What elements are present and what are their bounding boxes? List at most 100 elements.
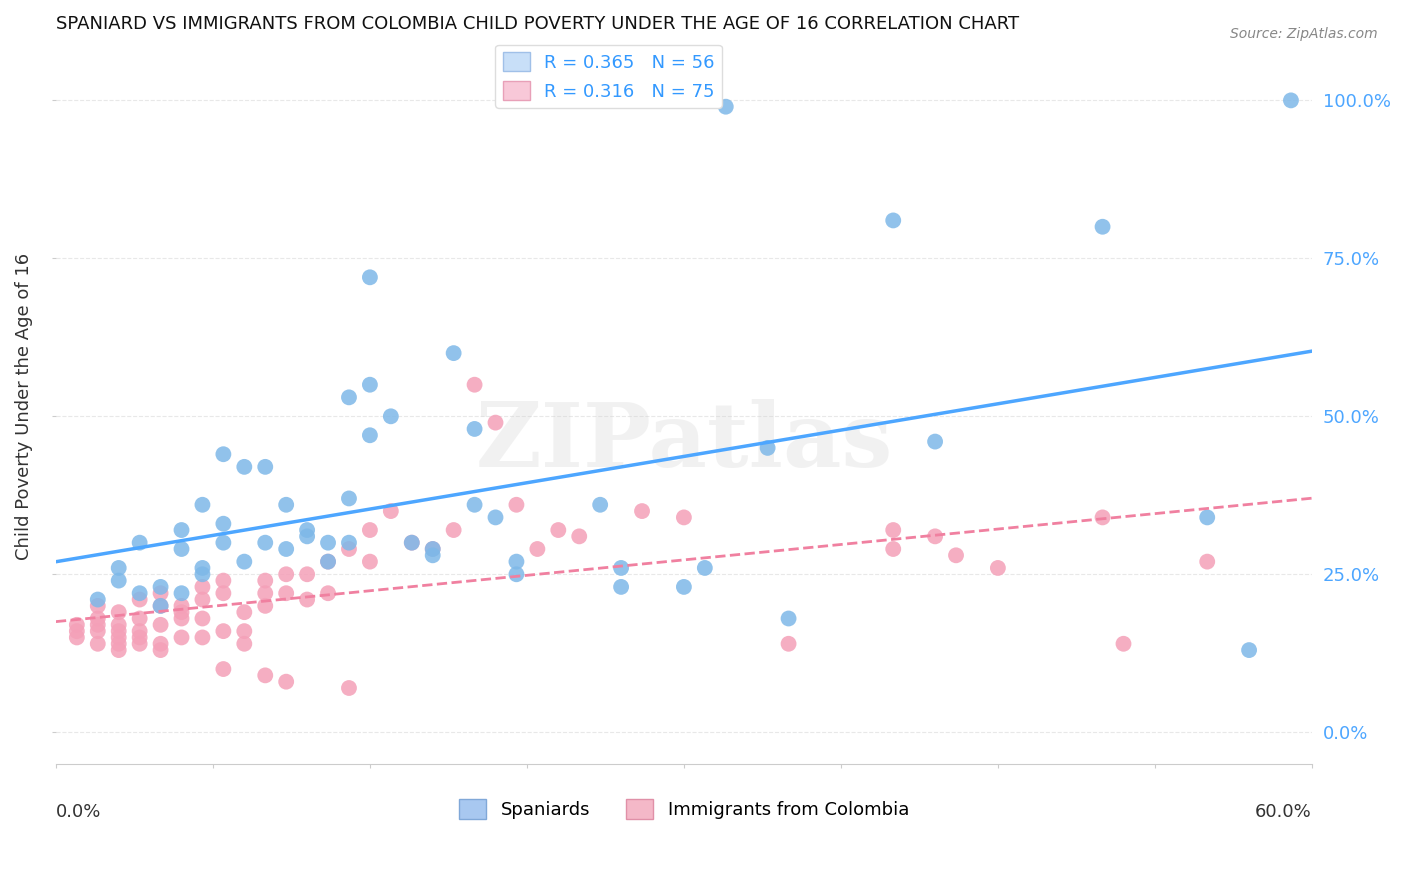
- Point: [191, 580, 214, 594]
- Point: [233, 637, 256, 651]
- Point: [66, 624, 89, 639]
- Point: [337, 541, 360, 556]
- Point: [107, 643, 129, 657]
- Legend: Spaniards, Immigrants from Colombia: Spaniards, Immigrants from Colombia: [451, 792, 917, 826]
- Point: [484, 510, 506, 524]
- Point: [359, 555, 381, 569]
- Text: Source: ZipAtlas.com: Source: ZipAtlas.com: [1230, 27, 1378, 41]
- Point: [149, 617, 172, 632]
- Point: [610, 580, 633, 594]
- Point: [107, 631, 129, 645]
- Point: [107, 574, 129, 588]
- Point: [1091, 219, 1114, 234]
- Point: [87, 624, 110, 639]
- Point: [443, 346, 465, 360]
- Point: [191, 567, 214, 582]
- Point: [464, 377, 486, 392]
- Point: [212, 516, 235, 531]
- Point: [1237, 643, 1260, 657]
- Point: [882, 213, 904, 227]
- Point: [254, 668, 277, 682]
- Point: [128, 592, 150, 607]
- Point: [128, 637, 150, 651]
- Point: [756, 441, 779, 455]
- Point: [87, 611, 110, 625]
- Point: [191, 611, 214, 625]
- Point: [945, 549, 967, 563]
- Point: [276, 586, 298, 600]
- Point: [505, 555, 527, 569]
- Point: [107, 617, 129, 632]
- Text: ZIPatlas: ZIPatlas: [475, 399, 893, 486]
- Point: [170, 541, 193, 556]
- Point: [484, 416, 506, 430]
- Point: [254, 586, 277, 600]
- Point: [149, 643, 172, 657]
- Point: [276, 674, 298, 689]
- Point: [1197, 555, 1219, 569]
- Point: [359, 523, 381, 537]
- Point: [87, 599, 110, 613]
- Point: [778, 611, 800, 625]
- Point: [1279, 94, 1302, 108]
- Point: [170, 631, 193, 645]
- Point: [882, 541, 904, 556]
- Point: [170, 605, 193, 619]
- Point: [568, 529, 591, 543]
- Point: [66, 617, 89, 632]
- Point: [170, 611, 193, 625]
- Point: [295, 592, 318, 607]
- Point: [233, 459, 256, 474]
- Point: [316, 586, 339, 600]
- Point: [316, 555, 339, 569]
- Point: [505, 498, 527, 512]
- Point: [276, 541, 298, 556]
- Point: [254, 535, 277, 549]
- Point: [191, 498, 214, 512]
- Point: [422, 541, 444, 556]
- Point: [107, 624, 129, 639]
- Point: [464, 498, 486, 512]
- Point: [359, 377, 381, 392]
- Point: [170, 523, 193, 537]
- Point: [233, 605, 256, 619]
- Point: [149, 599, 172, 613]
- Point: [295, 523, 318, 537]
- Point: [672, 580, 695, 594]
- Point: [337, 390, 360, 404]
- Point: [254, 599, 277, 613]
- Text: 0.0%: 0.0%: [56, 803, 101, 822]
- Point: [422, 541, 444, 556]
- Point: [547, 523, 569, 537]
- Point: [191, 561, 214, 575]
- Point: [107, 637, 129, 651]
- Point: [337, 535, 360, 549]
- Point: [316, 535, 339, 549]
- Point: [380, 504, 402, 518]
- Point: [924, 529, 946, 543]
- Point: [276, 498, 298, 512]
- Point: [149, 637, 172, 651]
- Point: [87, 592, 110, 607]
- Point: [107, 561, 129, 575]
- Point: [295, 529, 318, 543]
- Point: [128, 586, 150, 600]
- Point: [128, 631, 150, 645]
- Point: [254, 459, 277, 474]
- Point: [128, 611, 150, 625]
- Point: [212, 574, 235, 588]
- Point: [464, 422, 486, 436]
- Point: [128, 624, 150, 639]
- Point: [422, 549, 444, 563]
- Point: [212, 624, 235, 639]
- Text: SPANIARD VS IMMIGRANTS FROM COLOMBIA CHILD POVERTY UNDER THE AGE OF 16 CORRELATI: SPANIARD VS IMMIGRANTS FROM COLOMBIA CHI…: [56, 15, 1019, 33]
- Point: [337, 681, 360, 695]
- Point: [212, 447, 235, 461]
- Point: [401, 535, 423, 549]
- Point: [693, 561, 716, 575]
- Point: [254, 574, 277, 588]
- Point: [212, 586, 235, 600]
- Point: [380, 409, 402, 424]
- Point: [882, 523, 904, 537]
- Point: [149, 580, 172, 594]
